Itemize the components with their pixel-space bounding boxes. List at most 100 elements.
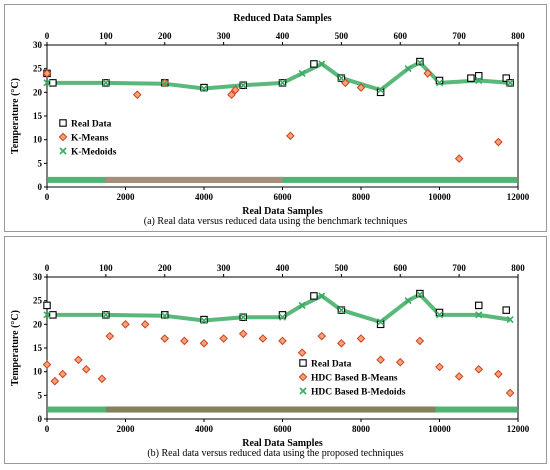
y-tick-label: 0 [38, 182, 43, 192]
data-point [435, 79, 444, 87]
y-tick-label: 30 [33, 40, 43, 50]
chart-caption-benchmark: (a) Real data versus reduced data using … [143, 216, 408, 227]
data-point [310, 292, 318, 300]
data-point [231, 85, 240, 95]
data-point [227, 90, 236, 100]
x2-tick-label: 0 [45, 31, 50, 41]
data-point [278, 313, 287, 321]
x2-tick-label: 600 [394, 31, 408, 41]
data-point [160, 334, 170, 343]
data-point [356, 83, 366, 92]
data-point [474, 72, 483, 80]
data-point [199, 338, 209, 348]
data-point [377, 318, 385, 326]
data-point [50, 376, 60, 386]
data-point [105, 331, 115, 341]
data-point [474, 301, 483, 310]
data-point [376, 355, 385, 365]
chart-caption-proposed: (b) Real data versus reduced data using … [147, 448, 404, 459]
data-point [278, 79, 287, 87]
data-point [377, 86, 385, 94]
legend-marker [59, 147, 67, 155]
x2-tick-label: 100 [99, 31, 113, 41]
data-point [286, 131, 295, 141]
x-axis-title: Real Data Samples [242, 438, 323, 449]
data-point [506, 79, 514, 87]
x-tick-label: 12000 [507, 192, 530, 202]
legend-marker [58, 132, 68, 142]
data-point [200, 316, 208, 325]
plot-area [46, 276, 519, 420]
data-point [200, 84, 208, 93]
x2-tick-label: 200 [158, 263, 172, 273]
y-tick-label: 30 [33, 272, 43, 282]
data-point [102, 79, 110, 87]
y-tick-label: 5 [38, 390, 43, 400]
data-point [239, 81, 247, 89]
data-point [467, 74, 475, 82]
data-point [43, 79, 51, 87]
x-tick-label: 12000 [507, 424, 530, 434]
data-point [337, 306, 345, 314]
data-point [475, 76, 483, 85]
data-point [454, 154, 464, 163]
data-point [42, 360, 52, 369]
y-tick-label: 20 [33, 87, 43, 97]
data-point [395, 357, 405, 367]
y-axis-title: Temperature (°C) [10, 78, 21, 154]
data-point [337, 74, 345, 82]
data-point [435, 362, 444, 372]
y-tick-label: 15 [33, 111, 43, 121]
data-point [298, 301, 306, 309]
y-tick-label: 0 [38, 414, 43, 424]
top-axis-title: Reduced Data Samples [233, 13, 331, 24]
data-point [416, 290, 424, 299]
data-point [416, 58, 424, 67]
x-tick-label: 2000 [117, 192, 136, 202]
data-point [415, 336, 425, 346]
data-point [310, 60, 318, 68]
data-point [505, 388, 515, 398]
y-axis-title: Temperature (°C) [10, 310, 21, 386]
x-tick-label: 6000 [274, 192, 293, 202]
x2-tick-label: 800 [511, 263, 525, 273]
data-point [43, 301, 51, 310]
legend-marker [59, 119, 67, 127]
x2-tick-label: 700 [452, 31, 466, 41]
data-point [258, 334, 268, 343]
data-point [219, 334, 228, 343]
y-tick-label: 5 [38, 158, 43, 168]
y-tick-label: 10 [33, 135, 43, 145]
legend-marker [299, 359, 307, 367]
y-tick-label: 15 [33, 343, 43, 353]
data-point [239, 313, 247, 321]
x-tick-label: 0 [45, 192, 50, 202]
x2-tick-label: 300 [217, 31, 231, 41]
data-point [74, 355, 83, 365]
x2-tick-label: 600 [394, 263, 408, 273]
y-tick-label: 25 [33, 296, 43, 306]
data-point [454, 372, 464, 381]
y-tick-label: 10 [33, 367, 43, 377]
data-point [58, 369, 68, 379]
plot-area [46, 44, 519, 188]
legend-label: K-Medoids [71, 148, 117, 158]
x2-tick-label: 0 [45, 263, 50, 273]
x-tick-label: 2000 [117, 424, 136, 434]
data-point [278, 336, 287, 346]
x-tick-label: 8000 [352, 192, 371, 202]
x2-tick-label: 400 [276, 263, 290, 273]
legend-label: Real Data [311, 360, 352, 370]
x-tick-label: 6000 [274, 424, 293, 434]
data-point [337, 338, 346, 348]
data-point [404, 65, 412, 73]
x2-tick-label: 200 [158, 31, 172, 41]
x-tick-label: 4000 [195, 424, 214, 434]
x-tick-label: 10000 [428, 192, 451, 202]
data-point [297, 348, 307, 358]
data-point [502, 306, 510, 314]
sample-band [105, 406, 436, 413]
data-point [506, 316, 514, 324]
data-point [140, 320, 150, 329]
